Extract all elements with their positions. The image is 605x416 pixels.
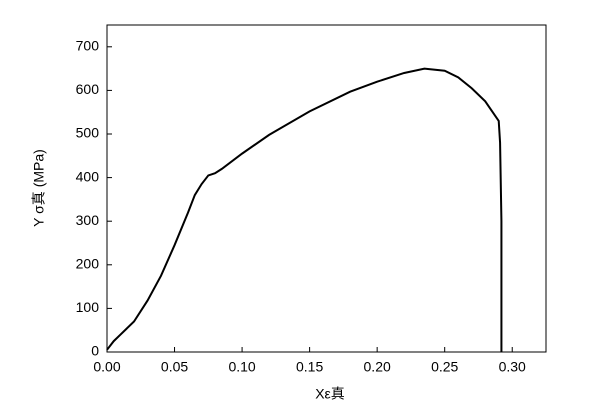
x-tick-label: 0.05 [161,359,188,375]
x-tick-label: 0.10 [228,359,255,375]
x-tick-label: 0.00 [93,359,120,375]
curve [106,67,503,352]
y-axis-label: Y σ真 (MPa) [31,149,47,227]
y-tick-label: 600 [76,81,100,97]
x-tick-label: 0.15 [296,359,323,375]
x-tick-label: 0.20 [364,359,391,375]
x-axis-label: Xε真 [315,386,345,402]
y-tick-label: 200 [76,256,100,272]
y-tick-label: 300 [76,212,100,228]
y-tick-label: 500 [76,125,100,141]
y-tick-label: 700 [76,38,100,54]
x-tick-label: 0.30 [499,359,526,375]
x-tick-label: 0.25 [431,359,458,375]
plot-frame [106,24,547,353]
y-tick-label: 400 [76,168,100,184]
y-tick-label: 100 [76,299,100,315]
y-tick-label: 0 [91,343,99,359]
